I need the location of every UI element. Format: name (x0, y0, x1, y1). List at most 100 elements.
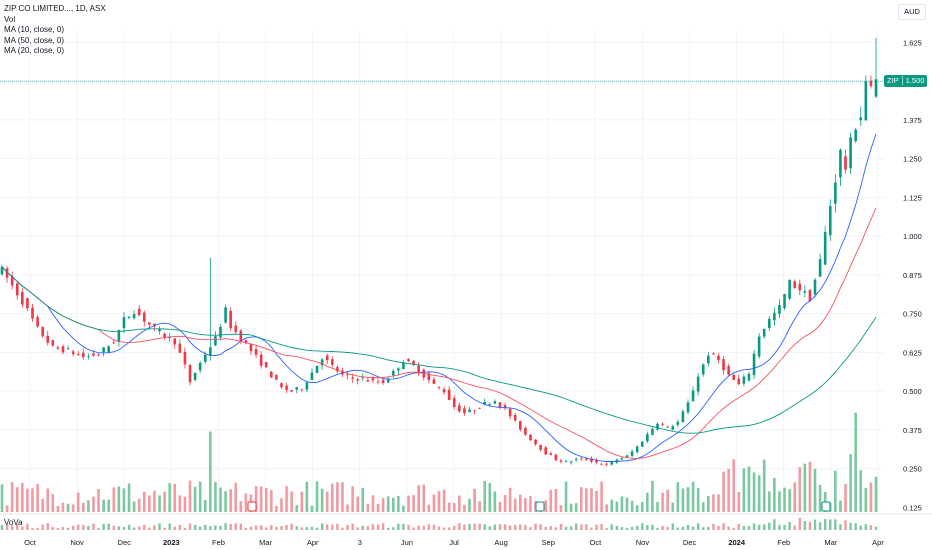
candle-body (366, 380, 370, 382)
volume-bar (71, 504, 75, 512)
volume-bar (849, 454, 852, 512)
vova-bar (122, 526, 126, 530)
vova-bar (295, 526, 298, 530)
candle-body (371, 378, 375, 381)
volume-bar (752, 472, 756, 512)
vova-bar (407, 524, 410, 530)
vova-bar (717, 525, 720, 530)
volume-bar (757, 475, 761, 512)
volume-bar (498, 501, 502, 512)
volume-bar (432, 494, 436, 512)
x-tick-label: Oct (24, 538, 37, 547)
candle-body (15, 283, 19, 296)
candle-body (747, 373, 751, 381)
volume-bar (762, 459, 766, 512)
volume-bar (41, 498, 44, 512)
vova-bar (849, 522, 852, 530)
vova-bar (839, 524, 842, 530)
volume-bar (219, 487, 222, 512)
vova-bar (92, 523, 95, 530)
vova-bar (788, 521, 791, 530)
volume-bar (36, 484, 39, 512)
volume-bar (854, 412, 857, 512)
legend-vol[interactable]: Vol (4, 14, 16, 24)
volume-bar (554, 488, 558, 512)
candle-body (498, 402, 502, 407)
vova-bar (864, 524, 868, 530)
candle-body (676, 421, 680, 425)
vova-bar (818, 522, 822, 530)
volume-bar (97, 488, 100, 512)
vova-bar (290, 523, 293, 530)
candle-body (524, 427, 527, 435)
candle-body (463, 408, 466, 414)
x-tick-label: Nov (70, 538, 84, 547)
candle-body (554, 454, 558, 461)
volume-bar (803, 463, 807, 512)
vova-bar (376, 524, 380, 530)
vova-bar (259, 525, 263, 530)
candle-body (244, 340, 248, 344)
volume-bar (808, 461, 812, 512)
candle-body (163, 333, 166, 338)
candle-body (270, 371, 273, 378)
volume-bar (275, 505, 278, 512)
vova-bar (503, 524, 507, 530)
volume-bar (503, 495, 507, 512)
volume-bar (224, 491, 227, 512)
candle-body (585, 458, 588, 460)
volume-bar (783, 487, 786, 512)
vova-bar (783, 524, 786, 530)
volume-bar (630, 500, 634, 512)
legend-ma10[interactable]: MA (10, close, 0) (4, 25, 65, 34)
volume-bar (300, 491, 304, 512)
legend-ma20[interactable]: MA (20, close, 0) (4, 46, 65, 55)
volume-bar (437, 491, 441, 512)
vova-bar (442, 527, 446, 530)
vova-bar (112, 525, 115, 530)
x-tick-label: Feb (212, 538, 225, 547)
candle-body (188, 365, 192, 383)
candle-body (229, 310, 232, 329)
vova-bar (707, 526, 710, 530)
volume-bar (341, 482, 344, 512)
volume-bar (707, 495, 710, 512)
volume-bar (209, 431, 212, 512)
candle-body (51, 340, 55, 346)
volume-bar (666, 489, 669, 512)
volume-bar (722, 471, 725, 512)
vova-bar (585, 524, 588, 530)
vova-bar (371, 524, 375, 530)
volume-bar (600, 481, 603, 512)
candle-body (544, 447, 548, 455)
vova-bar (671, 523, 674, 530)
candle-body (651, 428, 654, 435)
candle-body (686, 402, 690, 413)
volume-bar (859, 470, 863, 512)
vova-bar (559, 523, 563, 530)
vova-bar (737, 523, 741, 530)
vova-bar (544, 526, 547, 530)
vova-bar (310, 526, 314, 530)
candle-body (295, 387, 299, 390)
volume-bar (519, 494, 522, 512)
vova-bar (427, 524, 431, 530)
currency-button[interactable]: AUD (898, 4, 926, 20)
vova-bar (757, 524, 761, 530)
vova-bar (234, 523, 237, 530)
candle-body (142, 312, 146, 322)
vova-bar (417, 525, 420, 530)
volume-bar (834, 470, 837, 512)
ma20-line (1, 207, 877, 459)
event-marker-icon (535, 501, 545, 512)
vova-bar (173, 526, 176, 530)
volume-bar (87, 500, 90, 512)
vova-bar (666, 526, 669, 530)
legend-ma50[interactable]: MA (50, close, 0) (4, 35, 65, 45)
candle-body (473, 410, 476, 412)
candle-body (153, 323, 156, 327)
volume-bar (15, 487, 19, 512)
candle-body (646, 434, 649, 442)
candle-body (97, 354, 100, 356)
